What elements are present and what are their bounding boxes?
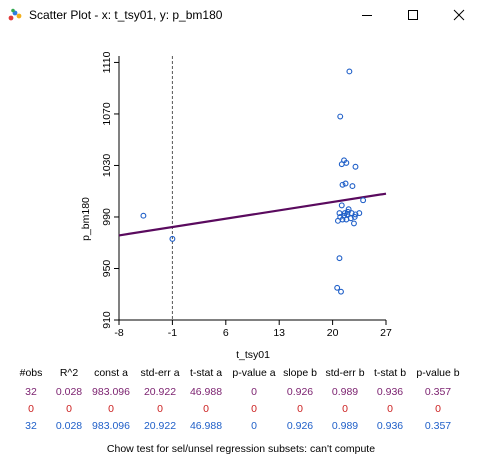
stats-cell-all: 0.926 — [286, 386, 314, 398]
stats-row-unselected: 32 0.028 983.096 20.922 46.988 0 0.926 0.989 0.9… — [0, 420, 482, 436]
stats-cell-selected: 0 — [251, 403, 257, 415]
data-point — [344, 208, 351, 215]
data-point — [346, 68, 353, 75]
stats-cell-unselected: 46.988 — [189, 420, 223, 432]
stats-cell-unselected: 0.936 — [376, 420, 404, 432]
minimize-icon — [362, 15, 372, 16]
stats-header-cell: R^2 — [59, 367, 79, 379]
data-point — [343, 159, 350, 166]
stats-cell-unselected: 983.096 — [92, 420, 130, 432]
data-point — [336, 255, 343, 262]
stats-cell-unselected: 0 — [251, 420, 257, 432]
stats-header-cell: t-stat a — [189, 367, 223, 379]
data-point — [339, 181, 346, 188]
x-tick-label: 13 — [273, 327, 285, 339]
data-point — [344, 211, 351, 218]
stats-header-cell: #obs — [19, 367, 43, 379]
stats-cell-unselected: 32 — [25, 420, 37, 432]
y-tick-label: 950 — [101, 260, 113, 278]
x-axis-label: t_tsy01 — [236, 349, 270, 361]
data-point — [347, 215, 354, 222]
close-button[interactable] — [436, 0, 482, 30]
stats-cell-unselected: 0.357 — [424, 420, 452, 432]
stats-cell-all: 0.357 — [424, 386, 452, 398]
stats-cell-selected: 0 — [157, 403, 163, 415]
minimize-button[interactable] — [344, 0, 390, 30]
y-tick-label: 1030 — [101, 154, 113, 178]
data-point — [352, 163, 359, 170]
stats-cell-unselected: 0.926 — [286, 420, 314, 432]
stats-cell-selected: 0 — [297, 403, 303, 415]
stats-cell-selected: 0 — [342, 403, 348, 415]
stats-cell-all: 983.096 — [92, 386, 130, 398]
title-bar[interactable]: Scatter Plot - x: t_tsy01, y: p_bm180 — [0, 0, 482, 30]
stats-cell-all: 32 — [25, 386, 37, 398]
x-tick-label: -1 — [168, 327, 177, 339]
stats-header-cell: p-value b — [416, 367, 460, 379]
stats-cell-selected: 0 — [203, 403, 209, 415]
stats-cell-selected: 0 — [28, 403, 34, 415]
regression-line — [118, 192, 387, 237]
data-point — [349, 183, 356, 190]
stats-cell-selected: 0 — [108, 403, 114, 415]
x-tick-label: 20 — [327, 327, 339, 339]
stats-cell-selected: 0 — [66, 403, 72, 415]
data-point — [334, 284, 341, 291]
data-point — [356, 210, 363, 217]
stats-cell-all: 20.922 — [143, 386, 177, 398]
data-point — [338, 202, 345, 209]
data-point — [342, 180, 349, 187]
y-tick-label: 990 — [101, 208, 113, 226]
data-point — [351, 214, 358, 220]
stats-cell-all: 0.936 — [376, 386, 404, 398]
stats-cell-unselected: 0.028 — [55, 420, 83, 432]
maximize-button[interactable] — [390, 0, 436, 30]
data-point — [360, 197, 367, 204]
y-tick-label: 910 — [101, 311, 113, 329]
stats-header-cell: const a — [94, 367, 128, 379]
chow-test-message: Chow test for sel/unsel regression subse… — [106, 443, 376, 455]
plot-layer: -8 -1 6 13 20 27 910 950 990 1030 1070 1110 — [101, 51, 392, 339]
stats-cell-all: 0.028 — [55, 386, 83, 398]
data-point — [337, 113, 344, 120]
stats-header-row: #obs R^2 const a std-err a t-stat a p-value a… — [0, 367, 482, 383]
stats-cell-selected: 0 — [387, 403, 393, 415]
data-point — [338, 288, 344, 295]
data-point — [140, 212, 147, 219]
data-point — [351, 220, 357, 227]
scatter-plot-app-icon — [8, 8, 22, 22]
data-point — [345, 206, 352, 213]
stats-header-cell: t-stat b — [373, 367, 407, 379]
maximize-icon — [408, 10, 418, 20]
scatter-plot[interactable]: -8 -1 6 13 20 27 910 950 990 1030 1070 1110 t_tsy01… — [0, 30, 482, 365]
window-title: Scatter Plot - x: t_tsy01, y: p_bm180 — [29, 8, 223, 22]
stats-cell-unselected: 0.989 — [331, 420, 359, 432]
stats-cell-all: 0.989 — [331, 386, 359, 398]
x-tick-label: 6 — [223, 327, 229, 339]
data-point — [352, 211, 359, 218]
x-tick-label: -8 — [114, 327, 123, 339]
stats-row-selected: 0 0 0 0 0 0 0 0 0 0 — [0, 403, 482, 419]
stats-header-cell: slope b — [283, 367, 317, 379]
stats-header-cell: std-err a — [140, 367, 180, 379]
y-tick-label: 1070 — [101, 102, 113, 126]
stats-cell-all: 0 — [251, 386, 257, 398]
stats-cell-all: 46.988 — [189, 386, 223, 398]
close-icon — [453, 9, 465, 21]
y-axis-label: p_bm180 — [80, 197, 92, 241]
stats-row-all: 32 0.028 983.096 20.922 46.988 0 0.926 0.989 0.9… — [0, 386, 482, 402]
y-tick-label: 1110 — [101, 51, 113, 73]
x-tick-label: 27 — [380, 327, 392, 339]
data-point — [169, 235, 176, 242]
stats-header-cell: p-value a — [232, 367, 276, 379]
stats-cell-unselected: 20.922 — [143, 420, 177, 432]
stats-cell-selected: 0 — [435, 403, 441, 415]
stats-header-cell: std-err b — [325, 367, 365, 379]
data-point — [339, 216, 346, 223]
